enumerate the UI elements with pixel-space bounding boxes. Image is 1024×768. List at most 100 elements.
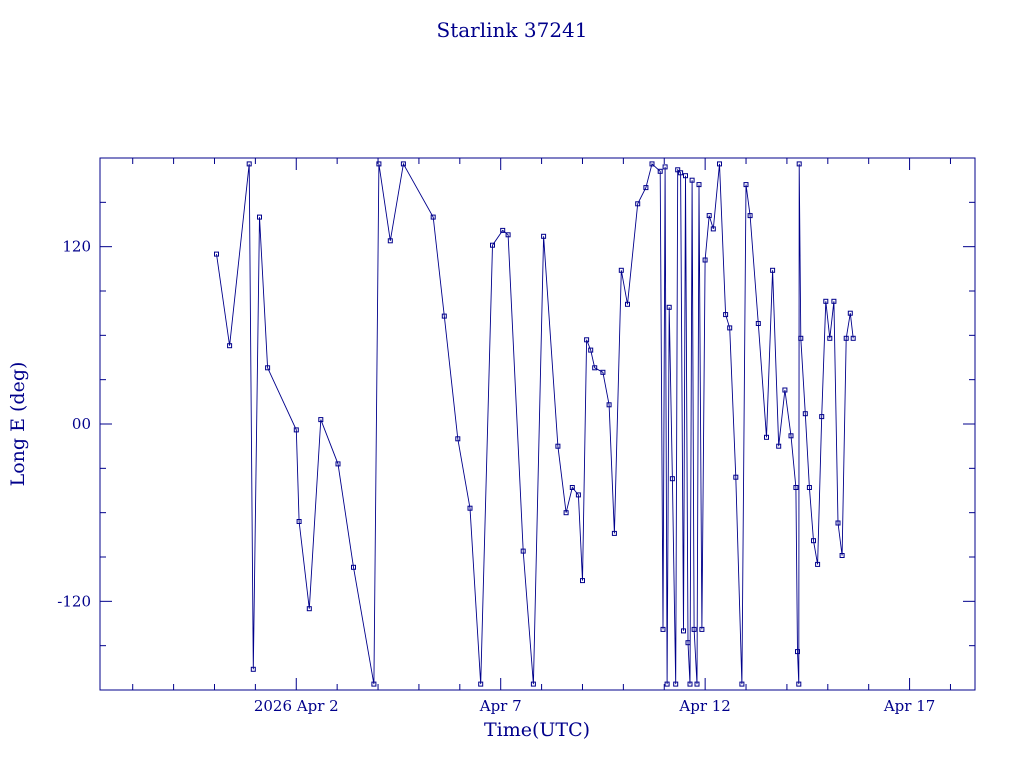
data-point-marker: [606, 402, 612, 408]
data-point-marker: [227, 343, 233, 349]
data-point-marker: [588, 347, 594, 353]
data-point-marker: [702, 257, 708, 263]
data-point-marker: [555, 443, 561, 449]
data-point-marker: [664, 681, 670, 687]
data-point-marker: [625, 301, 630, 307]
data-point-marker: [683, 173, 688, 179]
data-markers: [214, 161, 856, 687]
data-point-marker: [376, 161, 382, 167]
data-point-marker: [815, 561, 821, 567]
data-point-marker: [660, 626, 666, 632]
data-point-marker: [569, 485, 575, 490]
data-point-marker: [706, 213, 712, 219]
data-point-marker: [685, 640, 691, 646]
data-point-marker: [739, 681, 745, 687]
y-tick-label: 00: [72, 415, 91, 433]
data-point-marker: [351, 564, 356, 570]
data-point-marker: [430, 214, 436, 220]
data-point-marker: [839, 553, 845, 558]
data-point-marker: [850, 335, 856, 341]
data-point-marker: [600, 369, 606, 375]
data-point-marker: [478, 681, 484, 687]
plot-frame: [99, 157, 976, 691]
data-point-marker: [490, 242, 495, 248]
data-point-marker: [793, 485, 799, 490]
data-point-marker: [764, 434, 769, 440]
data-point-marker: [696, 182, 702, 188]
data-point-marker: [788, 433, 794, 439]
data-point-marker: [827, 335, 833, 341]
data-point-marker: [214, 251, 219, 257]
data-point-marker: [747, 213, 753, 219]
data-point-marker: [806, 485, 812, 490]
y-tick-label: -120: [57, 592, 91, 610]
data-point-marker: [387, 238, 393, 244]
data-point-marker: [265, 365, 271, 371]
data-point-marker: [467, 505, 473, 511]
y-tick-label: 120: [62, 238, 91, 256]
data-point-marker: [823, 298, 829, 304]
x-tick-label: Apr 7: [479, 697, 522, 715]
data-point-marker: [733, 474, 739, 480]
data-point-marker: [743, 182, 749, 188]
data-point-marker: [776, 443, 782, 449]
x-tick-label: Apr 12: [678, 697, 730, 715]
data-point-marker: [505, 232, 511, 238]
data-point-marker: [246, 161, 252, 167]
chart-title: Starlink 37241: [437, 18, 588, 42]
data-point-marker: [770, 267, 776, 273]
data-point-marker: [500, 227, 506, 233]
tick-labels: 2026 Apr 2 Apr 7 Apr 12 Apr 17 120 00 -120: [57, 238, 935, 715]
x-axis-label: Time(UTC): [484, 719, 590, 741]
data-point-marker: [798, 335, 804, 341]
data-point-marker: [441, 313, 447, 319]
data-point-marker: [681, 628, 686, 634]
x-tick-label: 2026 Apr 2: [254, 697, 339, 715]
data-point-marker: [843, 335, 849, 341]
data-point-marker: [649, 161, 655, 167]
data-line: [216, 162, 854, 685]
data-point-marker: [727, 325, 733, 331]
data-point-marker: [296, 519, 302, 524]
data-point-marker: [819, 414, 825, 420]
data-point-marker: [618, 267, 624, 273]
data-point-marker: [673, 681, 679, 687]
data-point-marker: [611, 530, 617, 536]
data-point-marker: [530, 681, 536, 687]
x-tick-label: Apr 17: [883, 697, 935, 715]
frame-border: [99, 157, 976, 691]
data-point-marker: [802, 411, 808, 417]
data-point-marker: [643, 185, 649, 191]
data-point-marker: [835, 520, 841, 526]
data-point-marker: [782, 387, 788, 393]
data-point-marker: [635, 201, 641, 207]
data-point-marker: [678, 170, 684, 176]
data-point-marker: [847, 310, 853, 316]
data-point-marker: [699, 626, 705, 632]
data-point-marker: [335, 461, 341, 467]
data-point-marker: [669, 476, 675, 482]
data-point-marker: [796, 681, 802, 687]
y-axis-label: Long E (deg): [7, 362, 29, 487]
data-point-marker: [520, 548, 526, 554]
data-point-marker: [657, 168, 663, 174]
data-point-marker: [662, 164, 668, 170]
data-point-marker: [755, 321, 761, 326]
data-point-marker: [831, 298, 837, 304]
data-point-marker: [318, 417, 324, 423]
data-point-marker: [796, 161, 802, 167]
data-point-marker: [455, 436, 461, 442]
data-point-marker: [306, 606, 312, 612]
data-point-marker: [293, 427, 299, 433]
data-point-marker: [575, 492, 581, 498]
data-point-marker: [689, 177, 695, 183]
data-point-marker: [580, 578, 585, 584]
data-point-marker: [795, 649, 800, 655]
data-point-marker: [687, 681, 693, 687]
data-point-marker: [717, 161, 722, 167]
data-point-marker: [811, 538, 816, 544]
data-point-marker: [541, 233, 547, 239]
data-point-marker: [723, 312, 729, 318]
